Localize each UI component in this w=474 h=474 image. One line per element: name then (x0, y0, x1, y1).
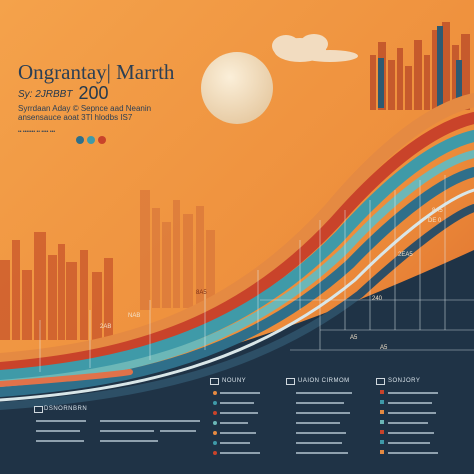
sun (201, 52, 273, 124)
legend-checkbox (34, 406, 43, 413)
stat-line: •• ••••••• •• •••• ••• (18, 129, 56, 135)
subtitle-line-2: ansensauce aoat 3Tl hlodbs IS7 (18, 113, 133, 122)
subtitle-line-1: Syrrdaan Aday © Sepnce aad Neanin (18, 104, 152, 113)
legend-checkbox (286, 378, 295, 385)
chart-label: DE 0 (428, 218, 442, 224)
chart-label: A5 (380, 345, 388, 351)
chart-label: 8A5 (196, 290, 207, 296)
legend-checkbox (210, 378, 219, 385)
right-skyline (370, 22, 470, 110)
chart-label: 2EA5 (398, 252, 413, 258)
cloud (272, 34, 358, 62)
year-value: 200 (78, 83, 109, 103)
city-skyline (0, 232, 113, 340)
legend-title-right: SONJORY (388, 378, 421, 384)
year-line: Sy: 2JRBBT 200 (18, 83, 109, 104)
year-prefix: Sy: 2JRBBT (18, 88, 73, 100)
color-dots (76, 136, 106, 144)
legend-checkbox (376, 378, 385, 385)
guide-lines (39, 175, 474, 372)
legend-title-bottom-left: DSNORNBRN (44, 406, 88, 412)
legend-title-left: NOUNY (222, 378, 247, 384)
page-title: Ongrantay| Marrth (18, 60, 175, 84)
chart-label: NAB (128, 313, 141, 319)
chart-label: 8A5 (432, 208, 443, 214)
legend-title-middle: UAION CIRMOM (298, 378, 350, 384)
chart-label: A5 (350, 335, 358, 341)
chart-label: 240 (372, 296, 383, 302)
legend-markers (213, 390, 384, 455)
chart-label: 2AB (100, 324, 112, 330)
